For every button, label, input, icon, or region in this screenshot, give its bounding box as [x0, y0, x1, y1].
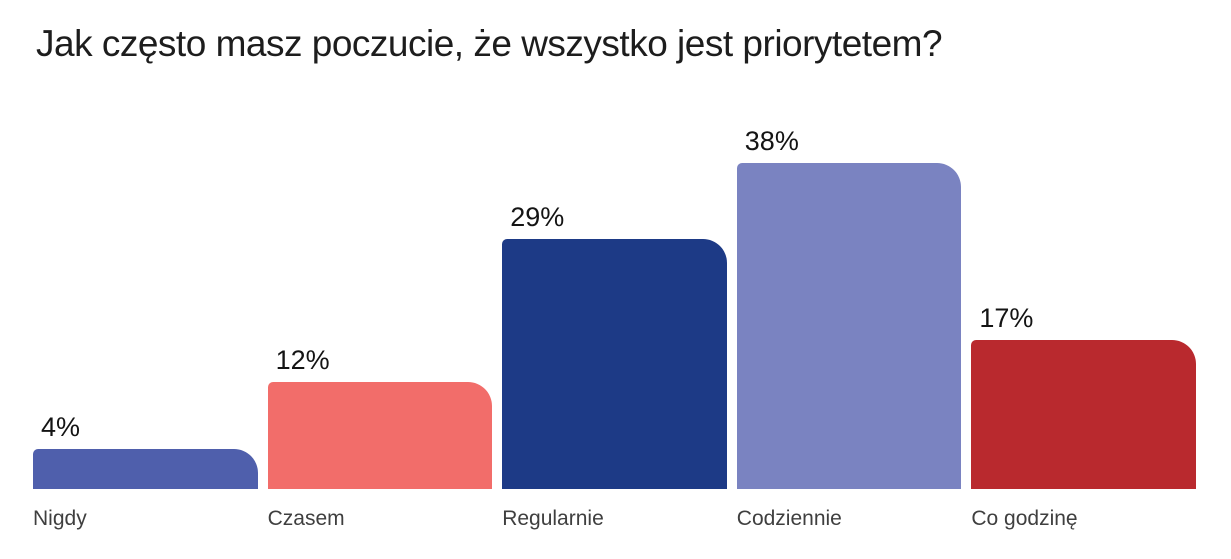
bar [502, 239, 727, 490]
bar-value-label: 29% [510, 202, 565, 233]
bar-category-label: Czasem [267, 507, 345, 531]
bar-value-label: 4% [41, 412, 81, 443]
bar [267, 382, 493, 490]
bar-column: 38% Codziennie [736, 126, 962, 551]
bar-column: 17% Co godzinę [971, 303, 1196, 551]
bar-category-label: Codziennie [736, 507, 842, 531]
bar-value-label: 38% [744, 126, 799, 157]
bar-column: 12% Czasem [267, 345, 493, 551]
bar-category-label: Regularnie [502, 507, 604, 531]
bar [971, 340, 1196, 490]
bar-value-label: 17% [979, 303, 1034, 334]
bar-category-label: Co godzinę [971, 507, 1078, 531]
bar [736, 163, 962, 490]
bar-column: 29% Regularnie [502, 202, 727, 551]
bar-value-label: 12% [275, 345, 330, 376]
bar-chart: 4% Nigdy 12% Czasem 29% Regularnie 38% Codzienn… [0, 126, 1231, 551]
bar-category-label: Nigdy [33, 507, 87, 531]
chart-title: Jak często masz poczucie, że wszystko je… [36, 23, 943, 64]
bar [33, 449, 258, 490]
bar-column: 4% Nigdy [33, 412, 258, 551]
